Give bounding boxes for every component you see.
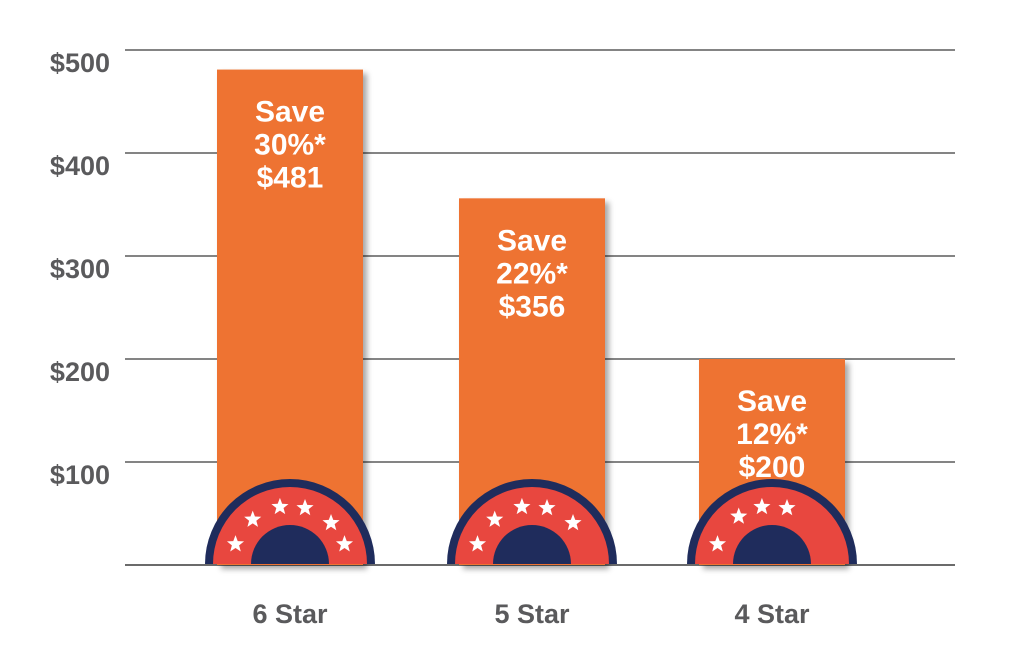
bar-label: 12%* bbox=[736, 418, 808, 451]
star-icon bbox=[468, 535, 487, 552]
y-tick-label: $500 bbox=[50, 48, 110, 78]
bar-label: 30%* bbox=[254, 129, 326, 162]
star-icon bbox=[296, 498, 314, 516]
star-icon bbox=[486, 510, 504, 527]
star-icon bbox=[778, 498, 796, 516]
star-icon bbox=[271, 497, 289, 515]
star-icon bbox=[538, 498, 556, 516]
y-tick-label: $200 bbox=[50, 357, 110, 387]
bar-label: $356 bbox=[499, 290, 566, 323]
star-icon bbox=[564, 513, 582, 531]
x-tick-label: 4 Star bbox=[734, 599, 810, 629]
bar-label: Save bbox=[255, 96, 325, 129]
x-tick-label: 6 Star bbox=[252, 599, 328, 629]
star-icon bbox=[708, 535, 727, 552]
y-axis: $100 $200 $300 $400 $500 bbox=[50, 48, 110, 490]
y-tick-label: $100 bbox=[50, 460, 110, 490]
star-icon bbox=[244, 510, 262, 527]
star-icon bbox=[730, 507, 748, 524]
x-axis: 6 Star 5 Star 4 Star bbox=[252, 599, 810, 629]
bar-label: Save bbox=[737, 385, 807, 418]
star-icon bbox=[513, 497, 531, 515]
x-tick-label: 5 Star bbox=[494, 599, 570, 629]
star-gauge-icon bbox=[205, 479, 375, 564]
star-icon bbox=[335, 535, 354, 552]
bar-label: $481 bbox=[257, 162, 324, 195]
y-tick-label: $300 bbox=[50, 254, 110, 284]
star-gauge-icon bbox=[687, 479, 857, 564]
bar-label: $200 bbox=[739, 451, 806, 484]
star-icon bbox=[322, 513, 340, 531]
star-icon bbox=[226, 535, 245, 552]
y-tick-label: $400 bbox=[50, 151, 110, 181]
star-icon bbox=[753, 497, 771, 515]
bar-label: Save bbox=[497, 224, 567, 257]
star-gauge-icon bbox=[447, 479, 617, 564]
bar-label: 22%* bbox=[496, 257, 568, 290]
